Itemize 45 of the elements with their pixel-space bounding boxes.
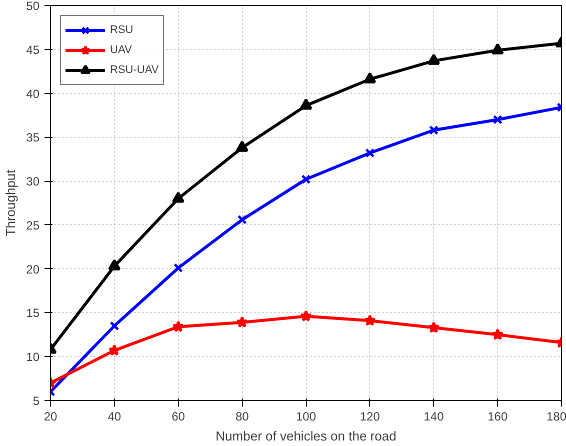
y-tick-label: 15 — [26, 306, 40, 320]
point — [172, 192, 184, 203]
point — [110, 321, 120, 331]
point — [236, 316, 248, 328]
point — [172, 320, 184, 332]
point — [173, 263, 184, 273]
y-tick-label: 50 — [26, 0, 40, 13]
x-tick-label: 180 — [546, 410, 566, 424]
point — [301, 174, 311, 184]
x-tick-label: 20 — [44, 410, 58, 424]
point — [300, 310, 312, 322]
y-tick-label: 20 — [26, 262, 40, 276]
x-tick-label: 140 — [424, 410, 444, 424]
point — [236, 140, 248, 152]
y-tick-label: 45 — [26, 42, 40, 57]
y-tick-label: 30 — [26, 174, 40, 189]
x-tick-label: 100 — [296, 410, 316, 424]
y-tick-label: 5 — [32, 394, 40, 408]
legend-label: UAV — [110, 44, 132, 56]
point — [108, 344, 120, 356]
x-tick-label: 160 — [488, 410, 508, 424]
y-tick-label: 40 — [26, 86, 40, 101]
y-tick-label: 10 — [26, 350, 40, 364]
point — [491, 43, 504, 54]
legend-label: RSU-UAV — [110, 64, 159, 76]
x-tick-label: 80 — [235, 410, 250, 424]
x-tick-label: 120 — [360, 410, 380, 424]
y-axis-title: Throughput — [3, 169, 18, 236]
point — [428, 54, 440, 65]
point — [300, 98, 312, 110]
x-axis-title: Number of vehicles on the road — [216, 428, 396, 444]
point — [428, 321, 440, 333]
point — [365, 148, 375, 158]
point — [428, 125, 439, 135]
point — [492, 328, 504, 340]
x-tick-label: 60 — [172, 410, 186, 424]
legend-label: RSU — [110, 24, 134, 36]
point — [364, 314, 376, 326]
x-tick-label: 40 — [108, 410, 122, 424]
point — [492, 114, 502, 124]
point — [237, 214, 247, 224]
point — [364, 72, 376, 84]
y-tick-label: 35 — [26, 130, 40, 145]
y-tick-label: 25 — [26, 218, 40, 232]
point — [108, 259, 121, 270]
